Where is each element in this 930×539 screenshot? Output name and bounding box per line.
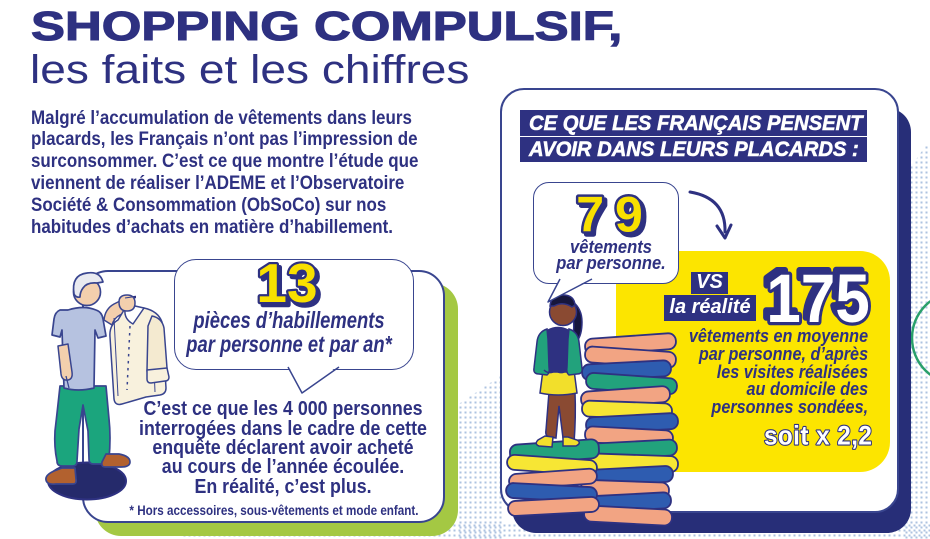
svg-text:175: 175: [766, 260, 870, 337]
svg-text:79: 79: [576, 187, 654, 243]
svg-text:175: 175: [762, 255, 866, 332]
svg-text:13: 13: [256, 252, 317, 314]
svg-text:soit x 2,2: soit x 2,2: [764, 421, 872, 450]
svg-text:79: 79: [579, 190, 657, 246]
svg-text:13: 13: [259, 255, 320, 317]
